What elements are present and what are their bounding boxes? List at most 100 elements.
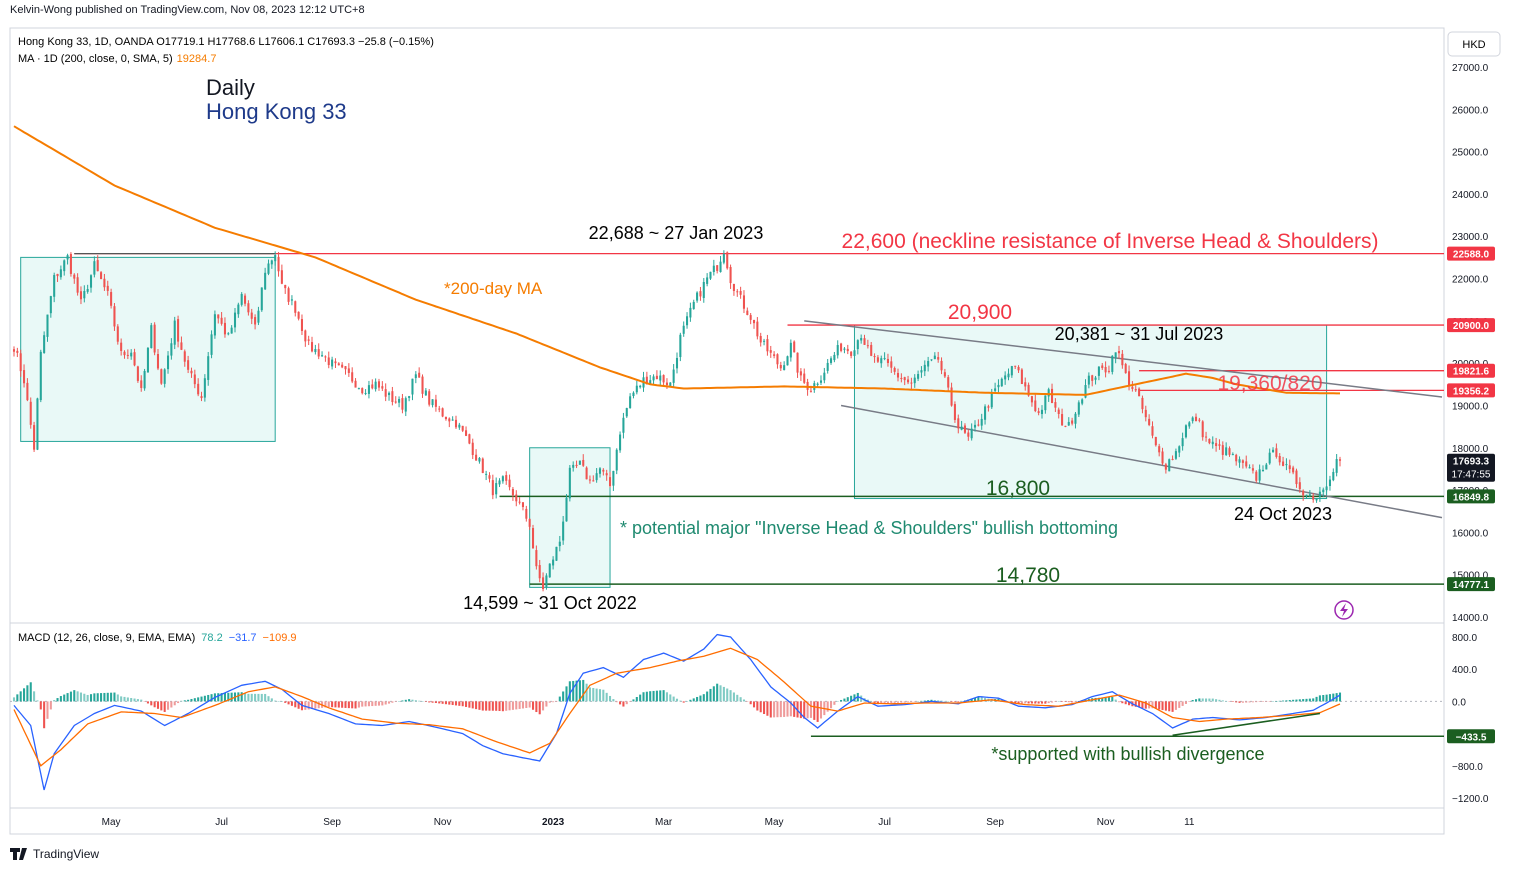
candle-body xyxy=(1188,422,1191,427)
macd-hist-bar xyxy=(341,701,344,708)
lightning-icon[interactable] xyxy=(1334,600,1354,620)
macd-hist-bar xyxy=(575,680,578,702)
macd-hist-bar xyxy=(324,701,327,708)
candle-body xyxy=(1174,451,1177,459)
candle-body xyxy=(1014,365,1017,367)
candle-body xyxy=(816,383,819,385)
candle-body xyxy=(933,355,936,360)
macd-hist-bar xyxy=(1114,699,1117,702)
macd-hist-bar xyxy=(756,701,759,711)
candle-body xyxy=(602,469,605,472)
candle-body xyxy=(1285,464,1288,466)
candle-body xyxy=(769,350,772,353)
macd-hist-bar xyxy=(110,692,113,702)
candle-body xyxy=(197,383,200,395)
candle-body xyxy=(244,295,247,304)
macd-hist-bar xyxy=(525,701,528,709)
macd-hist-bar xyxy=(997,698,1000,702)
time-axis-label: Mar xyxy=(655,817,673,828)
candle-body xyxy=(43,335,46,354)
tradingview-logo-icon[interactable] xyxy=(10,848,27,860)
candle-body xyxy=(505,475,508,481)
macd-hist-bar xyxy=(712,686,715,702)
candle-body xyxy=(840,343,843,351)
candle-body xyxy=(458,424,461,428)
macd-hist-bar xyxy=(1285,700,1288,702)
macd-hist-bar xyxy=(441,701,444,704)
price-axis[interactable]: 27000.0 26000.0 25000.0 24000.0 23000.0 22000… xyxy=(1452,63,1489,624)
macd-hist-bar xyxy=(146,701,149,704)
macd-hist-bar xyxy=(451,701,454,706)
price-axis-label: 15000.0 xyxy=(1452,571,1489,582)
macd-hist-bar xyxy=(984,698,987,702)
candle-body xyxy=(1081,399,1084,404)
macd-legend-macd: −31.7 xyxy=(229,632,257,644)
candle-body xyxy=(592,480,595,482)
macd-hist-bar xyxy=(826,701,829,712)
candle-body xyxy=(1208,438,1211,444)
macd-hist-bar xyxy=(444,701,447,705)
macd-hist-bar xyxy=(290,701,293,706)
candle-body xyxy=(180,342,183,350)
price-tags: 22588.0 20900.0 19821.6 19356.2 17693.3 17:47… xyxy=(1447,246,1495,744)
macd-legend-label: MACD (12, 26, close, 9, EMA, EMA) xyxy=(18,632,195,644)
price-axis-label: 27000.0 xyxy=(1452,63,1489,74)
candle-body xyxy=(163,369,166,384)
candle-body xyxy=(1322,489,1325,493)
macd-hist-bar xyxy=(1255,701,1258,703)
candle-body xyxy=(963,425,967,433)
candle-body xyxy=(508,479,511,488)
macd-hist-bar xyxy=(1258,701,1261,703)
macd-line xyxy=(13,633,1341,791)
candle-body xyxy=(1151,426,1154,436)
candle-body xyxy=(257,310,260,323)
candle-body xyxy=(337,363,340,366)
candle-body xyxy=(113,306,116,327)
macd-hist-bar xyxy=(1228,701,1231,702)
candle-body xyxy=(26,382,29,401)
macd-hist-bar xyxy=(669,694,672,702)
macd-hist-bar xyxy=(485,701,488,711)
candle-body xyxy=(672,369,675,383)
candle-body xyxy=(893,368,896,372)
candle-body xyxy=(166,355,170,370)
candle-body xyxy=(1315,498,1318,501)
macd-hist-bar xyxy=(428,701,431,703)
macd-hist-bar xyxy=(970,698,973,702)
macd-hist-bar xyxy=(1154,701,1157,709)
candle-body xyxy=(227,333,230,335)
macd-hist-bar xyxy=(1332,693,1335,702)
candle-body xyxy=(542,577,545,590)
macd-hist-bar xyxy=(622,701,625,707)
macd-hist-bar xyxy=(1325,694,1328,702)
macd-hist-bar xyxy=(217,693,220,702)
candle-body xyxy=(967,432,970,437)
macd-hist-bar xyxy=(816,701,819,722)
candle-body xyxy=(572,464,575,468)
candle-body xyxy=(277,256,280,272)
macd-hist-bar xyxy=(829,701,833,709)
macd-hist-bar xyxy=(240,692,243,702)
currency-button[interactable] xyxy=(1447,31,1501,57)
candle-body xyxy=(187,360,190,370)
time-axis[interactable]: May Jul Sep Nov 2023 Mar May Jul Sep Nov 11 xyxy=(102,817,1195,828)
price-tag-time: 17:47:55 xyxy=(1452,470,1491,481)
macd-hist-bar xyxy=(170,701,173,708)
candle-body xyxy=(712,265,715,272)
macd-hist-bar xyxy=(619,701,622,705)
macd-hist-bar xyxy=(495,701,498,711)
candle-body xyxy=(843,348,846,350)
candle-body xyxy=(960,426,963,430)
macd-hist-bar xyxy=(163,701,166,712)
macd-axis-label: 0.0 xyxy=(1452,697,1466,708)
macd-hist-bar xyxy=(645,691,648,702)
macd-hist-bar xyxy=(230,692,233,702)
macd-hist-bar xyxy=(344,701,347,708)
macd-hist-bar xyxy=(173,701,176,706)
macd-hist-bar xyxy=(113,692,116,702)
macd-hist-bar xyxy=(528,701,531,708)
macd-axis-label: −800.0 xyxy=(1452,762,1483,773)
candle-body xyxy=(552,559,555,566)
